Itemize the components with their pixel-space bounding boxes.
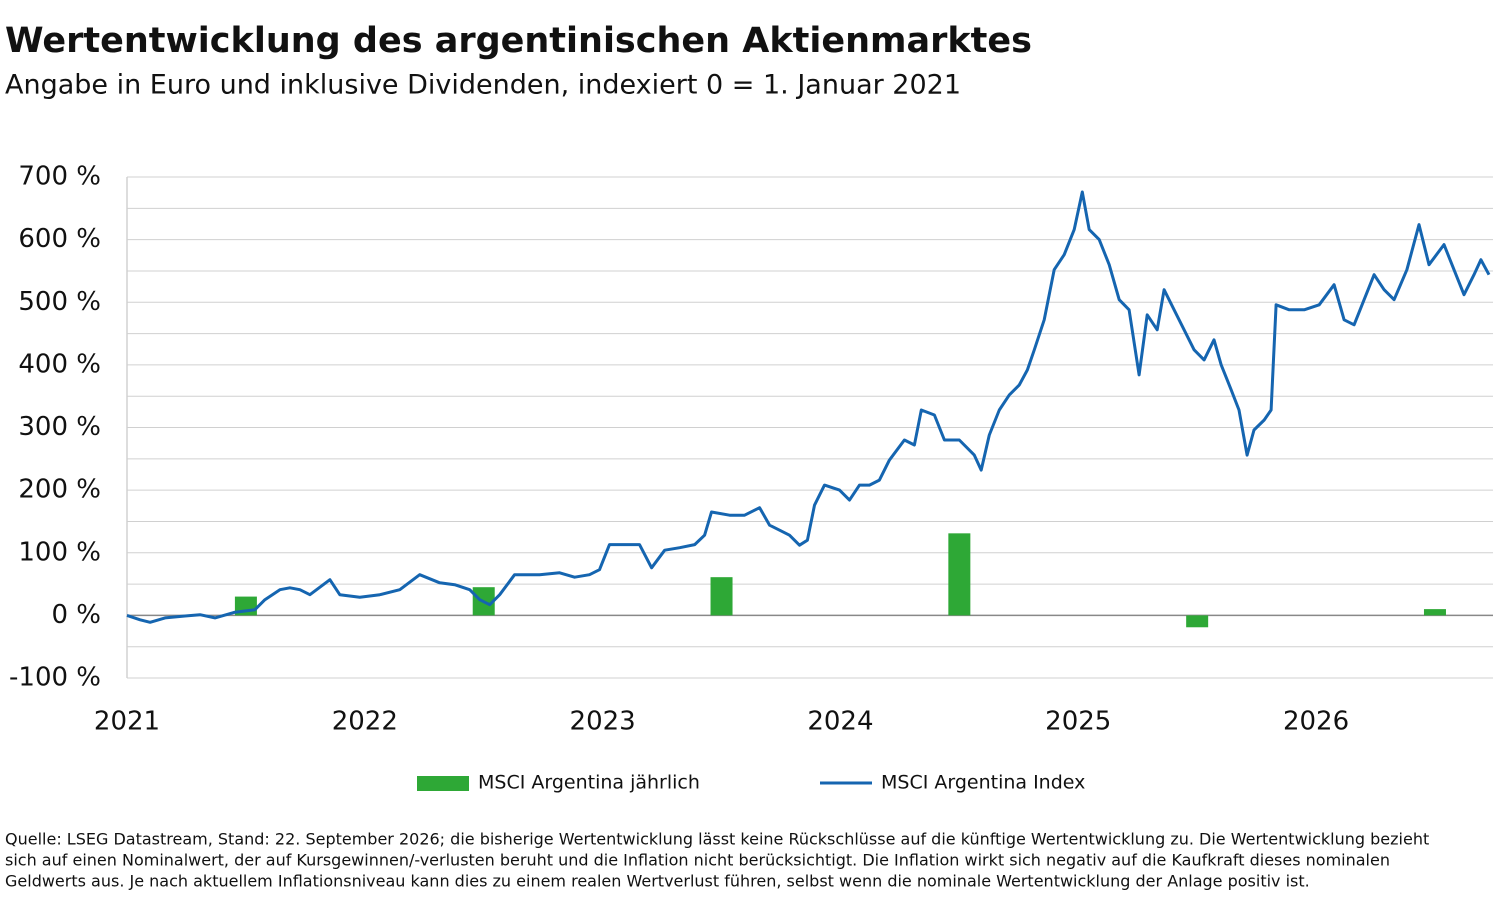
bar: [1186, 615, 1209, 628]
bar: [710, 577, 733, 616]
x-tick-label: 2025: [1045, 707, 1111, 737]
y-tick-label: 600 %: [18, 224, 101, 254]
y-tick-label: 500 %: [18, 287, 101, 317]
bar: [948, 533, 971, 616]
x-tick-label: 2021: [94, 707, 160, 737]
index-line: [126, 190, 1491, 624]
y-tick-label: 400 %: [18, 349, 101, 379]
chart-subtitle: Angabe in Euro und inklusive Dividenden,…: [5, 70, 961, 101]
legend-swatch: [417, 776, 469, 791]
legend-label: MSCI Argentina Index: [881, 772, 1085, 794]
y-tick-label: -100 %: [9, 663, 101, 693]
legend-label: MSCI Argentina jährlich: [478, 772, 700, 794]
y-tick-label: 300 %: [18, 412, 101, 442]
footnote: Quelle: LSEG Datastream, Stand: 22. Sept…: [5, 830, 1429, 849]
y-tick-label: 700 %: [18, 162, 101, 192]
x-tick-label: 2022: [332, 707, 398, 737]
y-tick-label: 100 %: [18, 537, 101, 567]
bar: [1423, 609, 1446, 616]
x-tick-label: 2023: [570, 707, 636, 737]
y-tick-label: 200 %: [18, 475, 101, 505]
footnote: sich auf einen Nominalwert, der auf Kurs…: [5, 851, 1390, 870]
x-tick-label: 2026: [1283, 707, 1349, 737]
y-tick-label: 0 %: [51, 600, 101, 630]
x-tick-label: 2024: [807, 707, 873, 737]
chart-title: Wertentwicklung des argentinischen Aktie…: [5, 21, 1032, 61]
footnote: Geldwerts aus. Je nach aktuellem Inflati…: [5, 872, 1310, 891]
